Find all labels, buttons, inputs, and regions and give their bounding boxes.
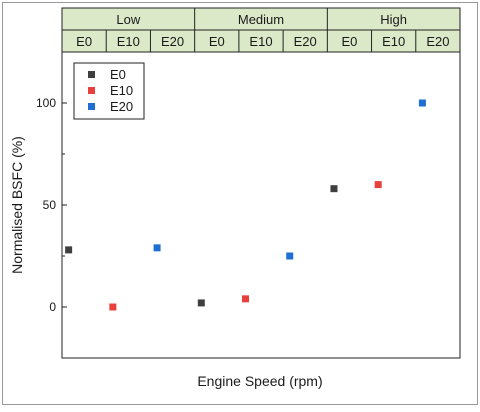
data-point-e0-low — [65, 246, 73, 254]
header-fuel-label: E10 — [382, 34, 405, 49]
legend-label-e0: E0 — [110, 67, 126, 82]
header-fuel-label: E10 — [117, 34, 140, 49]
data-point-e0-high — [330, 185, 338, 193]
y-tick-label: 0 — [49, 300, 56, 314]
y-axis-label: Normalised BSFC (%) — [9, 136, 25, 274]
data-point-e20-high — [418, 99, 426, 107]
header-fuel-label: E20 — [426, 34, 449, 49]
data-point-e10-high — [374, 181, 382, 189]
header-fuel-label: E0 — [341, 34, 357, 49]
header-group-label: Low — [116, 12, 140, 27]
header-group-label: Medium — [238, 12, 284, 27]
y-tick-label: 50 — [43, 198, 57, 212]
y-axis: 0 50 100 — [36, 51, 67, 359]
legend-marker-e0 — [88, 71, 95, 78]
data-point-e10-low — [109, 303, 117, 311]
header-fuel-label: E0 — [76, 34, 92, 49]
legend-marker-e10 — [88, 87, 95, 94]
header-group-label: High — [380, 12, 407, 27]
x-axis-label: Engine Speed (rpm) — [197, 373, 322, 389]
legend-label-e10: E10 — [110, 83, 133, 98]
legend-label-e20: E20 — [110, 99, 133, 114]
data-points — [65, 99, 426, 311]
legend-marker-e20 — [88, 103, 95, 110]
data-point-e20-medium — [286, 252, 294, 260]
header-fuel-label: E0 — [209, 34, 225, 49]
data-point-e10-medium — [242, 295, 250, 303]
data-point-e0-medium — [197, 299, 205, 307]
legend-box — [73, 62, 145, 120]
header-fuel-label: E10 — [249, 34, 272, 49]
header-fuel-label: E20 — [161, 34, 184, 49]
data-point-e20-low — [153, 244, 161, 252]
header-table: Low Medium High E0 E10 E20 E0 E10 E20 E0 E10 E20 — [61, 7, 461, 53]
header-fuel-label: E20 — [294, 34, 317, 49]
y-tick-label: 100 — [36, 96, 56, 110]
